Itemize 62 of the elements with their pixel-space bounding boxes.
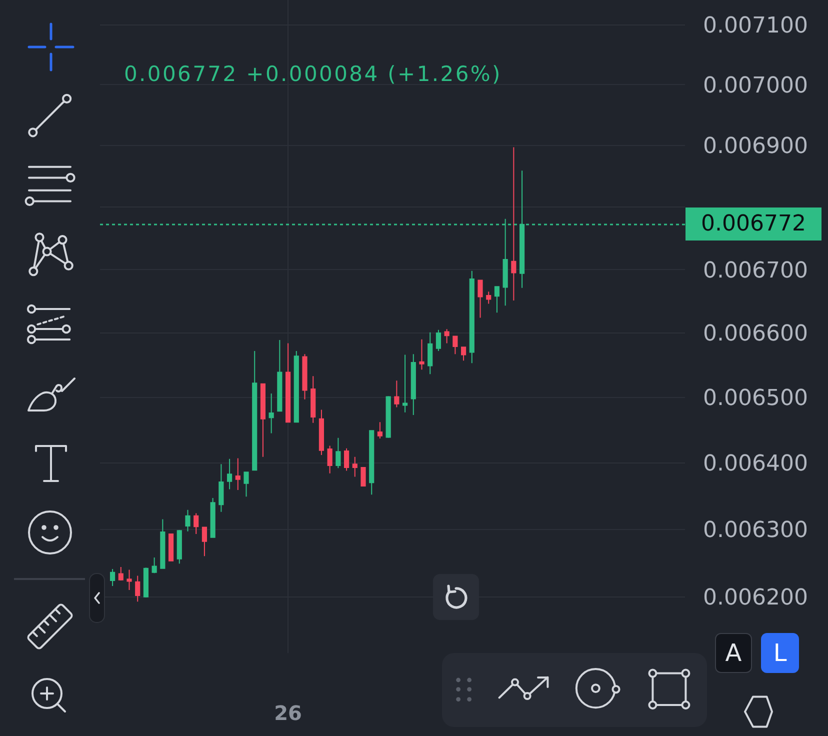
candlestick (185, 509, 190, 532)
candlestick (176, 529, 182, 564)
candlestick (469, 270, 474, 364)
candlestick (327, 445, 332, 474)
candlestick (194, 512, 199, 534)
candlestick (486, 291, 492, 304)
candlestick (494, 286, 500, 314)
candlestick (168, 534, 174, 562)
candlestick (244, 472, 249, 498)
candlestick (135, 575, 140, 602)
candlestick (160, 518, 166, 569)
candlestick (143, 567, 149, 598)
candlestick (110, 568, 116, 586)
candlestick (369, 430, 374, 496)
candlestick (386, 396, 391, 438)
candlestick (360, 466, 366, 486)
candlestick (402, 354, 408, 413)
candlestick (218, 464, 224, 512)
candlestick (410, 354, 416, 416)
candlestick (294, 350, 299, 423)
candlestick (302, 354, 308, 400)
candlestick (344, 448, 350, 472)
candlestick (436, 329, 442, 352)
y-tick-label: 0.006700 (703, 258, 808, 284)
y-tick-label: 0.007100 (703, 14, 808, 39)
y-tick-label: 0.006500 (703, 386, 808, 412)
candlestick (377, 422, 383, 440)
y-tick-label: 0.006600 (703, 322, 808, 347)
y-tick-label: 0.006300 (703, 518, 808, 544)
candlestick (252, 350, 258, 471)
candlestick (452, 336, 458, 355)
candlestick (277, 340, 282, 412)
candlestick (318, 409, 324, 456)
y-tick-label: 0.006400 (703, 452, 808, 477)
candlestick (268, 393, 274, 434)
candlestick (260, 383, 266, 458)
candlestick (202, 526, 208, 557)
x-tick-label: 26 (274, 701, 302, 725)
candlestick (394, 380, 400, 408)
y-tick-label: 0.006200 (703, 586, 808, 611)
candlestick (419, 338, 424, 370)
candlestick (126, 569, 132, 591)
candlestick (478, 280, 483, 318)
candlestick (226, 458, 232, 490)
candlestick (460, 346, 466, 362)
text: 0.006772 +0.000084 (+1.26%) (124, 61, 502, 87)
candlestick (310, 376, 316, 424)
candlestick (352, 456, 358, 478)
candlestick (444, 328, 450, 344)
candlestick (511, 146, 516, 302)
auto-scale-button: A (715, 633, 752, 673)
y-tick-label: 0.006900 (703, 134, 808, 160)
log-scale-button: L (761, 633, 799, 673)
y-tick-label: 0.007000 (703, 73, 808, 98)
ref-line-label: 0.006772 (701, 212, 806, 236)
candlestick (428, 332, 433, 375)
candlestick (235, 458, 240, 490)
candlestick (210, 497, 216, 538)
candlestick (336, 437, 341, 469)
candlestick (285, 342, 291, 423)
candlestick (152, 557, 157, 574)
candlestick (118, 566, 124, 582)
